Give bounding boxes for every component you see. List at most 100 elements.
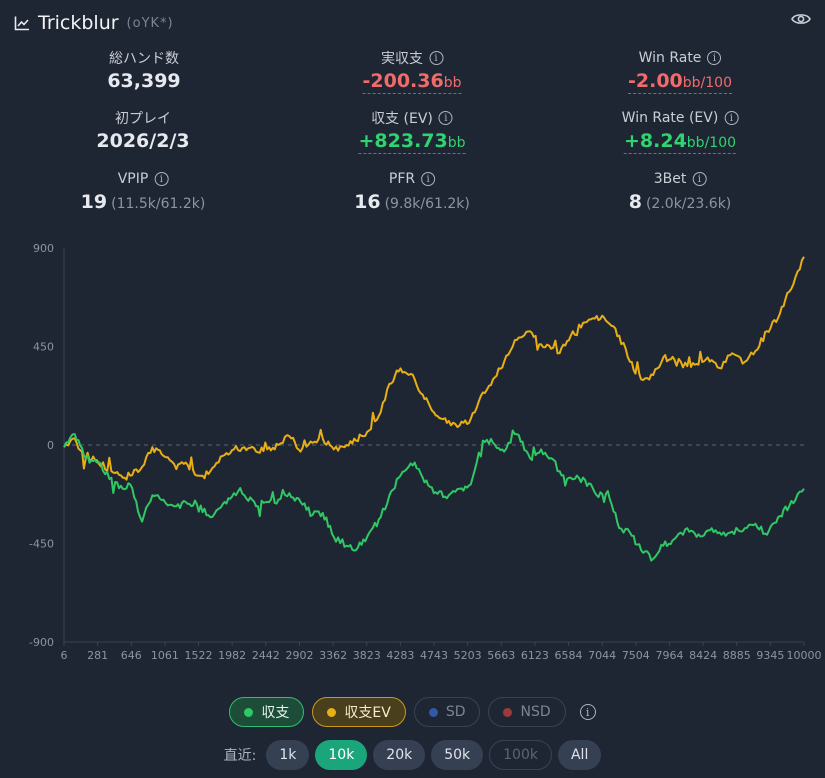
info-icon[interactable]: i	[438, 111, 453, 125]
legend-profit-toggle[interactable]: 収支	[229, 697, 305, 727]
x-tick-label: 7504	[622, 649, 650, 662]
series-line-ev	[63, 256, 805, 481]
stat-detail: (2.0k/23.6k)	[645, 196, 732, 212]
stat-value: 8	[628, 191, 642, 213]
x-tick-label: 6584	[555, 649, 583, 662]
legend-label: SD	[445, 704, 466, 720]
legend-ev-toggle[interactable]: 収支EV	[312, 697, 406, 727]
y-tick-label: -450	[29, 538, 54, 551]
x-tick-label: 646	[121, 649, 142, 662]
stat-value: 2026/2/3	[96, 130, 190, 152]
stat-label: Win Rate	[638, 50, 702, 66]
legend-nsd-toggle[interactable]: NSD	[488, 697, 566, 727]
x-tick-label: 6	[61, 649, 68, 662]
x-tick-label: 10000	[787, 649, 822, 662]
info-icon[interactable]: i	[154, 172, 169, 186]
y-tick-label: -900	[29, 636, 54, 649]
info-icon[interactable]: i	[692, 172, 707, 186]
stat-detail: (9.8k/61.2k)	[384, 196, 470, 212]
stats-panel: 総ハンド数 63,399 実収支 i -200.36bb Win Rate i -2…	[0, 44, 825, 224]
x-tick-label: 1522	[185, 649, 213, 662]
stat-value-group: +8.24bb/100	[623, 130, 737, 154]
stat-label: 収支 (EV)	[371, 111, 433, 127]
y-tick-label: 0	[47, 439, 54, 452]
stat-unit: bb	[447, 135, 466, 151]
x-tick-label: 281	[87, 649, 108, 662]
range-button-10k[interactable]: 10k	[315, 740, 368, 770]
stat-value: -2.00	[628, 70, 683, 92]
legend-dot	[327, 707, 337, 717]
stat-label: 総ハンド数	[108, 51, 179, 67]
x-tick-label: 7044	[588, 649, 616, 662]
stat-value: -200.36	[362, 70, 444, 92]
info-icon[interactable]: i	[724, 111, 739, 125]
page-header: Trickblur (oYK*)	[14, 8, 174, 38]
legend-dot	[244, 707, 254, 717]
stat-label: Win Rate (EV)	[621, 110, 719, 126]
player-name: Trickblur	[38, 12, 119, 34]
x-tick-label: 7964	[655, 649, 683, 662]
stat-label: 実収支	[381, 51, 423, 67]
stat-label: 初プレイ	[114, 111, 171, 127]
range-label: 直近:	[223, 748, 257, 764]
x-tick-label: 1061	[151, 649, 179, 662]
info-icon[interactable]: i	[579, 704, 596, 720]
info-icon[interactable]: i	[429, 51, 443, 65]
legend-label: NSD	[520, 704, 551, 720]
x-tick-label: 3362	[319, 649, 347, 662]
stat-value: 19	[80, 191, 108, 213]
legend-sd-toggle[interactable]: SD	[413, 697, 481, 727]
stat-value-group: -200.36bb	[362, 70, 462, 94]
range-selector: 直近: 1k 10k 20k 50k 100k All	[0, 740, 825, 770]
y-tick-label: 900	[33, 242, 54, 255]
stat-pfr: PFR i 16 (9.8k/61.2k)	[354, 169, 470, 213]
range-button-all[interactable]: All	[557, 740, 602, 770]
stat-actual-profit: 実収支 i -200.36bb	[362, 48, 462, 94]
stat-value-group: -2.00bb/100	[628, 70, 732, 94]
x-tick-label: 5663	[487, 649, 515, 662]
legend-dot	[428, 707, 438, 717]
stat-vpip: VPIP i 19 (11.5k/61.2k)	[81, 169, 206, 213]
stat-detail: (11.5k/61.2k)	[111, 196, 206, 212]
x-tick-label: 5203	[454, 649, 482, 662]
info-icon[interactable]: i	[421, 172, 436, 186]
stat-value: +8.24	[623, 130, 687, 152]
line-chart-icon	[14, 16, 29, 31]
stat-value: 16	[354, 191, 381, 213]
x-tick-label: 2442	[252, 649, 280, 662]
stat-label: 3Bet	[653, 171, 687, 187]
legend-label: 収支	[261, 705, 290, 721]
stat-value: +823.73	[358, 130, 448, 152]
stat-unit: bb	[443, 75, 462, 91]
stat-profit-ev: 収支 (EV) i +823.73bb	[358, 108, 466, 154]
stat-unit: bb/100	[686, 135, 737, 151]
stat-3bet: 3Bet i 8 (2.0k/23.6k)	[629, 169, 732, 213]
stat-value-group: +823.73bb	[358, 130, 466, 154]
info-icon[interactable]: i	[707, 51, 722, 65]
x-tick-label: 8424	[689, 649, 717, 662]
range-button-20k[interactable]: 20k	[373, 740, 426, 770]
x-tick-label: 9345	[756, 649, 784, 662]
x-tick-label: 4283	[386, 649, 414, 662]
x-tick-label: 8885	[723, 649, 751, 662]
x-tick-label: 1982	[218, 649, 246, 662]
stat-total-hands: 総ハンド数 63,399	[107, 48, 180, 92]
y-tick-label: 450	[33, 341, 54, 354]
x-tick-label: 3823	[353, 649, 381, 662]
player-id: (oYK*)	[126, 15, 174, 31]
legend-dot	[503, 707, 513, 717]
range-button-100k: 100k	[489, 740, 552, 770]
series-line-profit	[63, 429, 805, 562]
x-tick-label: 4743	[420, 649, 448, 662]
eye-icon[interactable]	[791, 12, 811, 26]
stat-label: VPIP	[117, 171, 149, 187]
range-button-50k[interactable]: 50k	[431, 740, 484, 770]
profit-chart[interactable]: 900 450 0 -450 -900 6 281 646 1061 1522 1982 2442 29…	[0, 230, 825, 670]
stat-unit: bb/100	[682, 75, 732, 91]
range-button-1k[interactable]: 1k	[266, 740, 310, 770]
chart-legend: 収支 収支EV SD NSD i	[0, 697, 825, 727]
stat-label: PFR	[388, 171, 416, 187]
stat-first-play: 初プレイ 2026/2/3	[96, 108, 189, 152]
stat-value: 63,399	[107, 70, 181, 92]
legend-label: 収支EV	[344, 705, 391, 721]
